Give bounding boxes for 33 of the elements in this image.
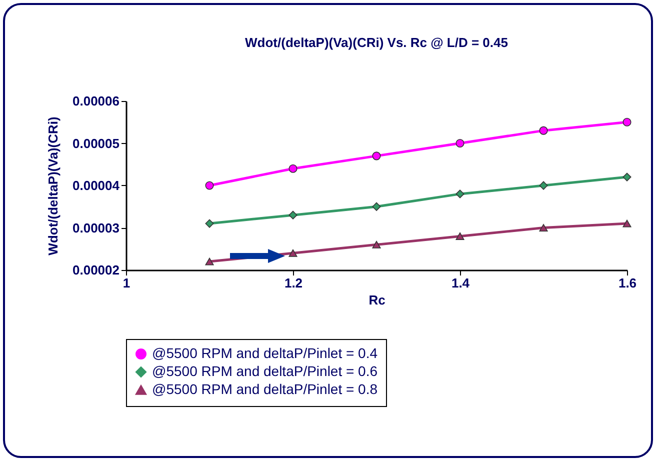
point [372, 152, 381, 160]
point [539, 181, 548, 190]
point [539, 224, 548, 232]
legend-label: @5500 RPM and deltaP/Pinlet = 0.4 [152, 345, 378, 361]
x-tick-label: 1.6 [618, 276, 637, 290]
point [205, 219, 214, 228]
point [372, 240, 381, 248]
legend-label: @5500 RPM and deltaP/Pinlet = 0.6 [152, 363, 378, 379]
y-tick-label: 0.00006 [72, 94, 120, 108]
point [372, 202, 381, 211]
y-axis-title: Wdot/(deltaP)(Va)(CRi) [46, 116, 61, 256]
y-tick-label: 0.00005 [72, 136, 120, 151]
y-tick-label: 0.00002 [72, 262, 120, 278]
x-tick-label: 1.4 [451, 276, 470, 290]
point [456, 232, 464, 240]
point [622, 172, 632, 182]
point [539, 126, 548, 135]
point [288, 164, 298, 173]
point [622, 220, 632, 228]
point [288, 210, 298, 220]
x-tick-label: 1.2 [284, 276, 303, 290]
y-tick-label: 0.00004 [72, 178, 120, 193]
x-axis-title: Rc [368, 292, 386, 308]
point [205, 258, 214, 266]
point [456, 138, 464, 148]
point [288, 249, 298, 257]
chart-title: Wdot/(deltaP)(Va)(CRi) Vs. Rc @ L/D = 0.45 [245, 35, 508, 50]
y-tick-label: 0.00003 [72, 220, 120, 236]
point [456, 190, 464, 198]
point [622, 118, 632, 126]
legend-label: @5500 RPM and deltaP/Pinlet = 0.8 [152, 381, 378, 397]
point [205, 181, 214, 190]
x-tick-label: 1 [122, 276, 130, 290]
